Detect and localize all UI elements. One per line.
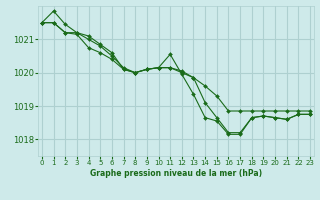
X-axis label: Graphe pression niveau de la mer (hPa): Graphe pression niveau de la mer (hPa) bbox=[90, 169, 262, 178]
